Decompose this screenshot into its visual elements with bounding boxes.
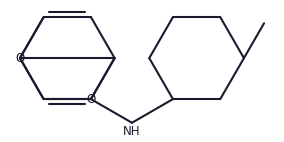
Text: O: O (15, 52, 25, 65)
Text: O: O (86, 93, 96, 106)
Text: NH: NH (123, 125, 141, 138)
